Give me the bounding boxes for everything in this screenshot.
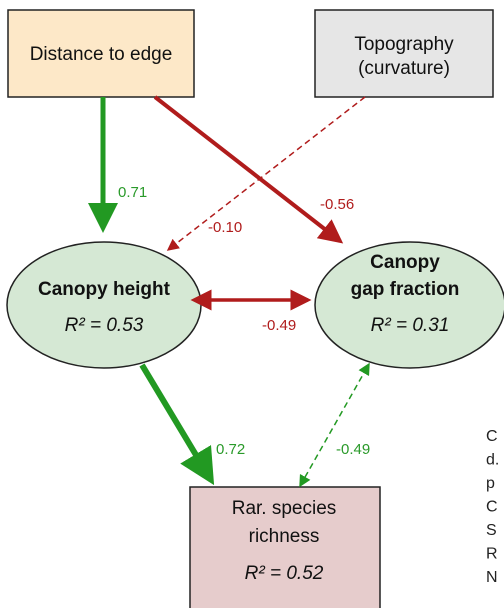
edge-label: 0.71: [118, 184, 147, 201]
node-label: Canopy: [370, 252, 440, 273]
node-box: [7, 9, 195, 98]
side-text-line: C: [486, 428, 498, 445]
side-text-line: C: [486, 499, 498, 516]
side-text-line: d.: [486, 452, 499, 469]
edge-label: -0.10: [208, 219, 242, 236]
edge-label: -0.56: [320, 196, 354, 213]
arrow: [299, 362, 370, 488]
arrow: [166, 96, 366, 251]
r-squared: R² = 0.52: [245, 563, 324, 584]
node-label: Topography: [354, 34, 454, 55]
node-box: [314, 9, 494, 98]
side-text-line: N: [486, 569, 498, 586]
node-label: richness: [249, 526, 320, 547]
node-ellipse: [6, 241, 202, 369]
node-label: gap fraction: [351, 279, 460, 300]
side-text-line: S: [486, 522, 497, 539]
r-squared: R² = 0.53: [65, 315, 144, 336]
node-label: Canopy height: [38, 279, 171, 300]
node-label: (curvature): [358, 58, 450, 79]
node-box: [189, 486, 381, 608]
node-label: Rar. species: [232, 498, 337, 519]
edge-label: 0.72: [216, 441, 245, 458]
node-ellipse: [314, 241, 504, 369]
side-text-line: p: [486, 475, 495, 492]
edge-label: -0.49: [262, 317, 296, 334]
arrow: [153, 95, 344, 244]
r-squared: R² = 0.31: [371, 315, 450, 336]
arrow: [139, 363, 215, 486]
side-text-line: R: [486, 546, 498, 563]
node-label: Distance to edge: [30, 44, 173, 65]
edge-label: -0.49: [336, 441, 370, 458]
